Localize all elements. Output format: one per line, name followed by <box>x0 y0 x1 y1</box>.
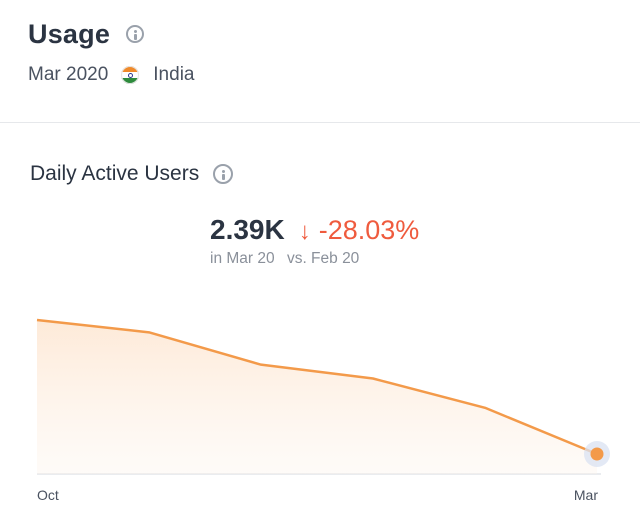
series-line <box>36 318 598 456</box>
arrow-down-icon: ↓ <box>298 218 311 245</box>
title-row: Usage <box>28 16 194 52</box>
delta-value: -28.03% <box>318 215 420 245</box>
info-icon[interactable] <box>213 164 234 184</box>
metric-summary: 2.39K ↓ -28.03% in Mar 20 vs. Feb 20 <box>210 214 419 268</box>
current-period-label: in Mar 20 <box>210 250 275 267</box>
data-point-feb[interactable] <box>482 405 488 411</box>
metric-value: 2.39K <box>210 214 285 245</box>
india-flag-icon <box>121 66 140 84</box>
data-point-oct[interactable] <box>34 317 40 323</box>
divider <box>0 122 640 123</box>
data-point-jan[interactable] <box>370 376 376 382</box>
period-label[interactable]: Mar 2020 <box>28 64 109 85</box>
section-title: Daily Active Users <box>30 162 200 185</box>
x-tick-label-mar: Mar <box>574 487 598 503</box>
series-area <box>37 320 597 474</box>
header: Usage Mar 2020 India <box>28 16 194 86</box>
compare-period-label: vs. Feb 20 <box>286 250 360 267</box>
comparison-row: in Mar 20 vs. Feb 20 <box>210 250 419 268</box>
x-tick-label-oct: Oct <box>37 487 59 503</box>
info-icon[interactable] <box>126 25 145 43</box>
data-point-nov[interactable] <box>146 329 152 335</box>
data-point-dec[interactable] <box>258 362 264 368</box>
page-title: Usage <box>28 18 111 49</box>
country-label[interactable]: India <box>153 64 195 85</box>
filter-row: Mar 2020 India <box>28 64 194 86</box>
highlight-point[interactable] <box>590 447 604 461</box>
dau-section-header: Daily Active Users <box>30 160 234 188</box>
